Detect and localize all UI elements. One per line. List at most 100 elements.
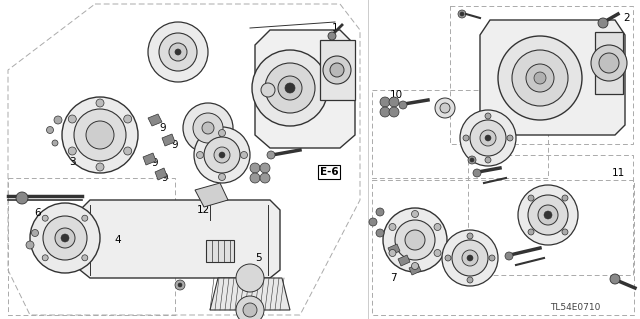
Circle shape xyxy=(124,147,132,155)
Circle shape xyxy=(485,113,491,119)
Circle shape xyxy=(68,147,76,155)
Polygon shape xyxy=(398,255,410,266)
Text: E-6: E-6 xyxy=(320,167,339,177)
Circle shape xyxy=(30,203,100,273)
Circle shape xyxy=(473,169,481,177)
Circle shape xyxy=(470,158,474,162)
Circle shape xyxy=(47,127,54,133)
Circle shape xyxy=(460,12,464,16)
Circle shape xyxy=(194,127,250,183)
Circle shape xyxy=(267,151,275,159)
Circle shape xyxy=(328,32,336,40)
Circle shape xyxy=(389,224,396,231)
Circle shape xyxy=(52,140,58,146)
Polygon shape xyxy=(409,264,421,275)
Circle shape xyxy=(507,135,513,141)
Circle shape xyxy=(380,97,390,107)
Circle shape xyxy=(434,249,441,256)
Circle shape xyxy=(250,163,260,173)
Circle shape xyxy=(399,101,407,109)
Circle shape xyxy=(435,98,455,118)
Circle shape xyxy=(62,97,138,173)
Bar xyxy=(206,240,234,262)
Circle shape xyxy=(505,252,513,260)
Circle shape xyxy=(16,192,28,204)
Circle shape xyxy=(463,135,469,141)
Circle shape xyxy=(204,137,240,173)
Polygon shape xyxy=(388,244,400,255)
Circle shape xyxy=(42,215,48,221)
Circle shape xyxy=(610,274,620,284)
Polygon shape xyxy=(195,183,228,207)
Circle shape xyxy=(458,10,466,18)
Text: 7: 7 xyxy=(390,273,396,283)
Circle shape xyxy=(214,147,230,163)
Bar xyxy=(468,155,633,275)
Circle shape xyxy=(412,211,419,218)
Text: 3: 3 xyxy=(68,157,76,167)
Circle shape xyxy=(241,152,248,159)
Text: 10: 10 xyxy=(389,90,403,100)
Circle shape xyxy=(250,173,260,183)
Text: 12: 12 xyxy=(196,205,210,215)
Circle shape xyxy=(405,230,425,250)
Polygon shape xyxy=(155,168,167,180)
Circle shape xyxy=(31,229,38,236)
Text: 9: 9 xyxy=(162,173,168,183)
Circle shape xyxy=(485,157,491,163)
Circle shape xyxy=(470,120,506,156)
Circle shape xyxy=(467,277,473,283)
Text: 4: 4 xyxy=(115,235,122,245)
Circle shape xyxy=(376,208,384,216)
Text: 2: 2 xyxy=(624,13,630,23)
Circle shape xyxy=(285,83,295,93)
Circle shape xyxy=(468,156,476,164)
Circle shape xyxy=(395,220,435,260)
Circle shape xyxy=(236,296,264,319)
Circle shape xyxy=(452,240,488,276)
Circle shape xyxy=(412,263,419,270)
Circle shape xyxy=(528,195,568,235)
Circle shape xyxy=(252,50,328,126)
Circle shape xyxy=(512,50,568,106)
Circle shape xyxy=(383,208,447,272)
Bar xyxy=(450,6,633,144)
Circle shape xyxy=(278,76,302,100)
Circle shape xyxy=(26,241,34,249)
Circle shape xyxy=(124,115,132,123)
Circle shape xyxy=(82,215,88,221)
Circle shape xyxy=(260,163,270,173)
Circle shape xyxy=(434,224,441,231)
Circle shape xyxy=(534,72,546,84)
Circle shape xyxy=(462,250,478,266)
Circle shape xyxy=(467,255,473,261)
Circle shape xyxy=(599,53,619,73)
Circle shape xyxy=(485,135,491,141)
Circle shape xyxy=(498,36,582,120)
Circle shape xyxy=(526,64,554,92)
Circle shape xyxy=(175,280,185,290)
Circle shape xyxy=(518,185,578,245)
Circle shape xyxy=(562,195,568,201)
Circle shape xyxy=(196,152,204,159)
Circle shape xyxy=(55,228,75,248)
Circle shape xyxy=(86,121,114,149)
Circle shape xyxy=(442,230,498,286)
Circle shape xyxy=(389,97,399,107)
Circle shape xyxy=(323,56,351,84)
Text: 8: 8 xyxy=(210,250,216,260)
Circle shape xyxy=(159,33,197,71)
Circle shape xyxy=(528,195,534,201)
Polygon shape xyxy=(162,134,175,146)
Circle shape xyxy=(61,234,69,242)
Polygon shape xyxy=(480,20,625,135)
Polygon shape xyxy=(210,278,290,310)
Circle shape xyxy=(598,18,608,28)
Circle shape xyxy=(96,163,104,171)
Polygon shape xyxy=(143,153,156,165)
Text: 1: 1 xyxy=(332,23,339,33)
Circle shape xyxy=(82,255,88,261)
Circle shape xyxy=(460,110,516,166)
Text: TL54E0710: TL54E0710 xyxy=(550,302,600,311)
Circle shape xyxy=(538,205,558,225)
